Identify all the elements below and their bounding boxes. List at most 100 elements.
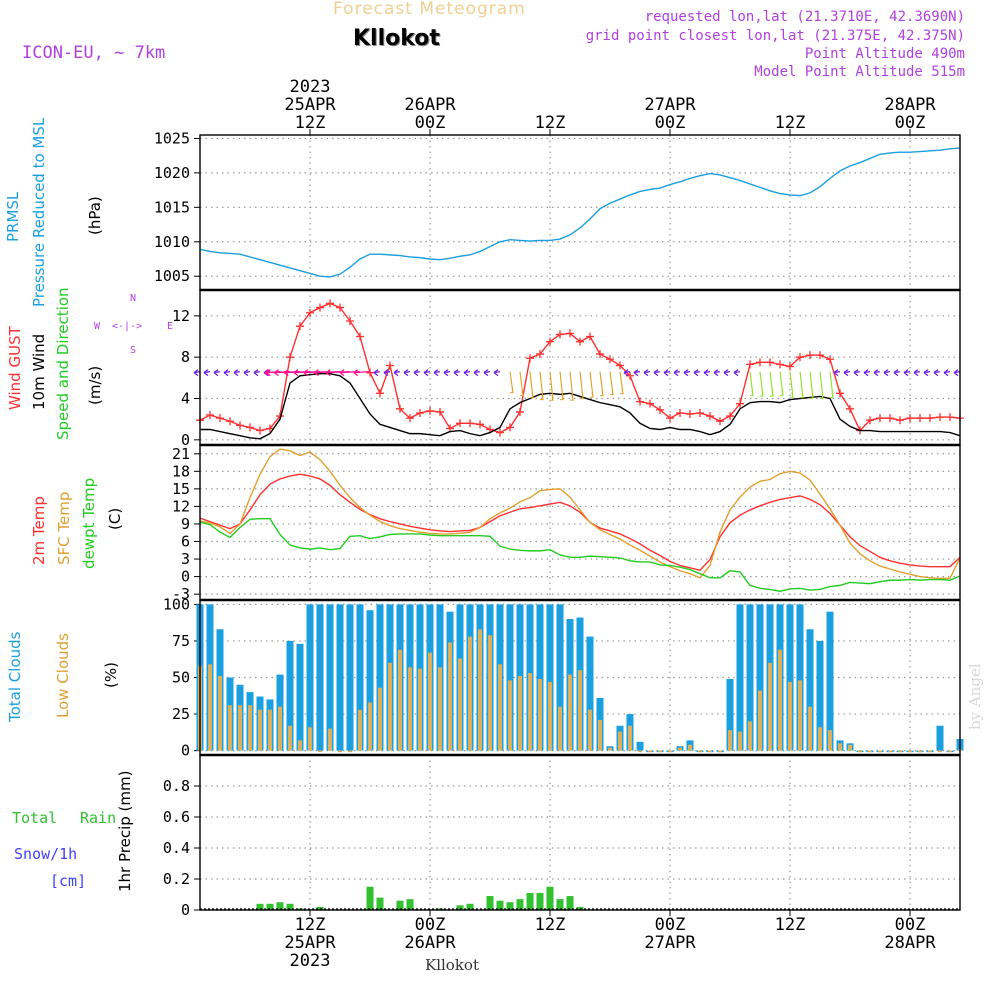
rain-bar — [456, 905, 464, 910]
total-cloud-bar — [346, 604, 354, 751]
low-cloud-bar — [638, 750, 642, 753]
low-cloud-bar — [518, 676, 522, 751]
total-cloud-bar — [756, 604, 764, 751]
low-cloud-bar — [838, 743, 842, 751]
compass-n: N — [130, 293, 137, 304]
gust-marker — [806, 351, 814, 360]
wind-arrow — [673, 369, 681, 377]
rain-bar — [536, 892, 544, 910]
gust-marker — [886, 414, 894, 423]
wind-arrow — [373, 369, 381, 377]
bottom-hour-label: 00Z — [655, 915, 686, 935]
gust-marker — [306, 308, 314, 317]
total-cloud-bar — [936, 725, 944, 751]
rain-bar — [276, 902, 284, 910]
ytick-label: 3 — [181, 550, 190, 568]
low-cloud-bar — [798, 680, 802, 751]
wind-arrow — [203, 369, 211, 377]
bottom-hour-label: 12Z — [295, 915, 326, 935]
total-cloud-bar — [336, 604, 344, 751]
low-cloud-bar — [348, 750, 352, 753]
wind-arrow — [923, 369, 931, 377]
low-cloud-bar — [388, 662, 392, 751]
ytick-label: 12 — [172, 497, 190, 515]
low-cloud-bar — [588, 709, 592, 751]
ytick-label: 1010 — [154, 233, 190, 251]
low-cloud-bar — [618, 731, 622, 751]
rain-bar — [366, 886, 374, 910]
snow-label: Snow/1h — [14, 845, 78, 863]
gust-marker — [336, 303, 344, 312]
low-cloud-bar — [858, 750, 862, 753]
compass-w: W — [94, 321, 101, 332]
ytick-label: 6 — [181, 533, 190, 551]
rain-bar — [466, 903, 474, 910]
model-label: ICON-EU, ~ 7km — [22, 43, 166, 63]
ytick-label: 12 — [172, 307, 190, 325]
total-cloud-bar — [546, 604, 554, 751]
series-line-10m-wind — [200, 373, 961, 440]
wind-arrow — [443, 369, 451, 377]
rain-bar — [486, 896, 494, 910]
wind-arrow — [483, 369, 491, 377]
wind-arrow — [873, 369, 881, 377]
wind-arrow — [213, 369, 221, 377]
wind-arrow — [733, 369, 741, 377]
ytick-label: 50 — [172, 669, 190, 687]
gust-marker — [406, 414, 414, 423]
rain-bar — [396, 900, 404, 910]
gust-marker — [436, 407, 444, 416]
low-cloud-bar — [698, 750, 702, 753]
low-cloud-bar — [568, 674, 572, 751]
ytick-label: 25 — [172, 705, 190, 723]
wind-arrow — [623, 369, 631, 377]
panel-frame — [199, 754, 961, 911]
low-cloud-bar — [628, 725, 632, 751]
gust-marker — [716, 417, 724, 426]
ytick-label: 1005 — [154, 267, 190, 285]
series-line-wind-gust — [199, 302, 961, 434]
model-altitude: Model Point Altitude 515m — [754, 64, 965, 80]
low-cloud-bar — [288, 725, 292, 751]
gust-marker — [236, 421, 244, 430]
total-cloud-bar — [586, 636, 594, 751]
low-cloud-bar — [308, 727, 312, 751]
low-cloud-bar — [808, 706, 812, 751]
total-cloud-bar — [326, 604, 334, 751]
low-cloud-bar — [508, 680, 512, 751]
wind-arrow — [339, 369, 361, 377]
wind-arrow — [559, 371, 564, 401]
rain-bar — [526, 892, 534, 910]
gust-marker — [326, 299, 334, 308]
wind-arrow — [473, 369, 481, 377]
wind-arrow — [683, 369, 691, 377]
total-cloud-bar — [536, 604, 544, 751]
wind-arrow — [653, 369, 661, 377]
low-cloud-bar — [938, 750, 942, 753]
gust-marker — [286, 353, 294, 362]
gust-marker — [766, 358, 774, 367]
requested-coords: requested lon,lat (21.3710E, 42.3690N) — [644, 9, 965, 25]
gust-marker — [556, 330, 564, 339]
gust-marker — [946, 413, 954, 422]
location-title: Kllokot — [353, 26, 440, 51]
wind-arrow — [423, 369, 431, 377]
gust-marker — [726, 412, 734, 421]
forecast-title: Forecast Meteogram — [333, 0, 526, 19]
wind-arrow — [413, 369, 421, 377]
wind-arrow — [549, 371, 554, 401]
wind-arrow — [223, 369, 231, 377]
wind-arrow — [493, 369, 501, 377]
ytick-label: 0.4 — [163, 839, 190, 857]
total-cloud-bar — [816, 640, 824, 751]
low-cloud-bar — [208, 664, 212, 751]
gust-marker — [216, 414, 224, 423]
ytick-label: 0 — [181, 742, 190, 760]
rain-bar — [376, 897, 384, 910]
low-cloud-bar — [758, 690, 762, 751]
footer-location: Kllokot — [425, 956, 479, 974]
gust-marker — [496, 428, 504, 437]
wind-arrow — [643, 369, 651, 377]
bottom-year-label: 2023 — [290, 951, 331, 971]
wind-arrow — [819, 371, 824, 400]
